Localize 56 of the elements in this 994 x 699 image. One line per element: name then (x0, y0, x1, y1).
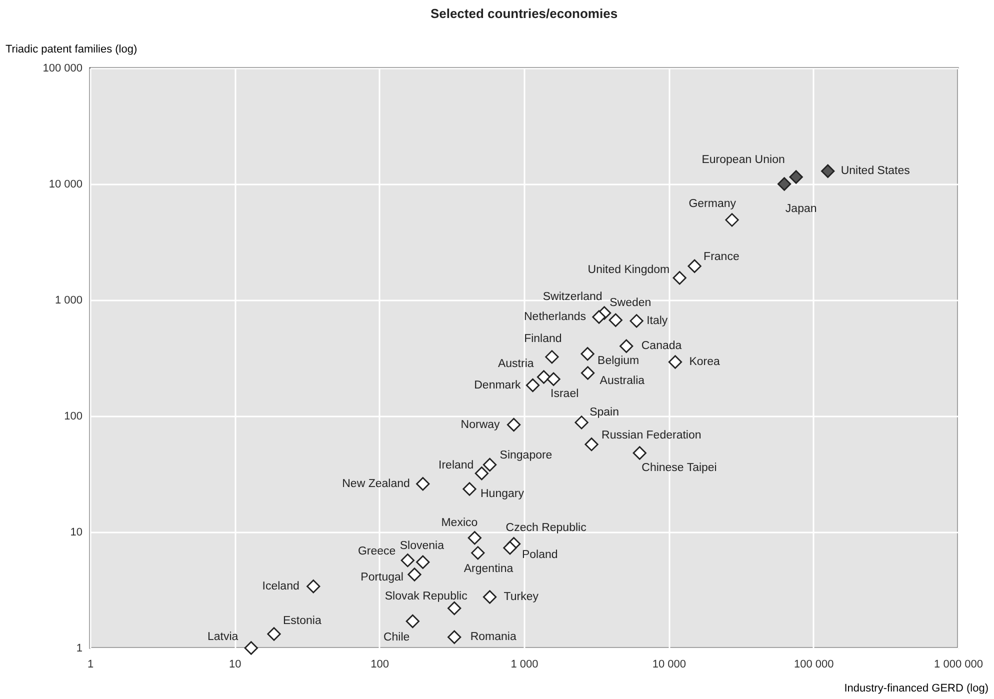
annotation: Chile (383, 631, 410, 644)
annotation: Argentina (464, 562, 514, 575)
annotation: Hungary (480, 488, 524, 500)
annotation: Netherlands (524, 311, 586, 324)
annotation: Norway (460, 418, 500, 431)
y-axis-title: Triadic patent families (log) (6, 44, 138, 56)
annotation: Mexico (441, 516, 478, 529)
x-tick-label: 100 000 (794, 658, 834, 670)
y-tick-label: 10 (70, 526, 82, 538)
annotation: Belgium (598, 354, 640, 367)
annotation: Sweden (610, 297, 652, 310)
annotation: Greece (358, 545, 396, 558)
annotation: Iceland (262, 580, 300, 592)
annotation: Slovak Republic (384, 590, 468, 602)
x-tick-label: 1 000 (510, 658, 538, 670)
annotation: Turkey (504, 591, 539, 604)
annotation: Czech Republic (506, 522, 587, 534)
annotation: Poland (522, 548, 558, 561)
annotation: Romania (470, 631, 517, 644)
y-tick-label: 100 000 (42, 62, 82, 74)
x-tick-label: 1 (87, 658, 94, 670)
annotation: Germany (688, 198, 736, 210)
annotation: Switzerland (542, 290, 602, 303)
y-tick-label: 10 000 (48, 178, 82, 190)
annotation: Estonia (282, 615, 322, 628)
annotation: Australia (600, 374, 646, 387)
annotation: France (704, 251, 740, 264)
annotation: New Zealand (342, 478, 410, 490)
x-tick-label: 1 000 000 (934, 658, 983, 670)
annotation: United States (840, 165, 910, 178)
annotation: Ireland (438, 459, 474, 472)
chart-title: Selected countries/economies (430, 6, 618, 21)
annotation: Slovenia (400, 540, 445, 552)
annotation: Portugal (360, 572, 404, 584)
annotation: Austria (498, 358, 534, 370)
annotation: Japan (785, 202, 817, 215)
annotation: United Kingdom (588, 264, 670, 276)
annotation: Korea (689, 356, 721, 368)
x-tick-label: 10 000 (652, 658, 686, 670)
x-tick-label: 100 (370, 658, 390, 670)
annotation: Italy (646, 314, 668, 327)
annotation: Singapore (500, 450, 552, 462)
annotation: Denmark (474, 379, 522, 392)
annotation: Canada (641, 340, 682, 352)
annotation: European Union (702, 154, 785, 166)
annotation: Latvia (207, 631, 239, 643)
y-tick-label: 1 (76, 642, 82, 654)
y-tick-label: 100 (64, 410, 82, 422)
annotation: Chinese Taipei (642, 462, 717, 474)
x-tick-label: 10 (229, 658, 242, 670)
annotation: Finland (524, 332, 562, 345)
annotation: Russian Federation (602, 429, 702, 442)
y-tick-label: 1 000 (54, 294, 82, 306)
annotation: Spain (590, 406, 619, 418)
x-axis-title: Industry-financed GERD (log) (844, 682, 988, 694)
annotation: Israel (550, 388, 579, 400)
